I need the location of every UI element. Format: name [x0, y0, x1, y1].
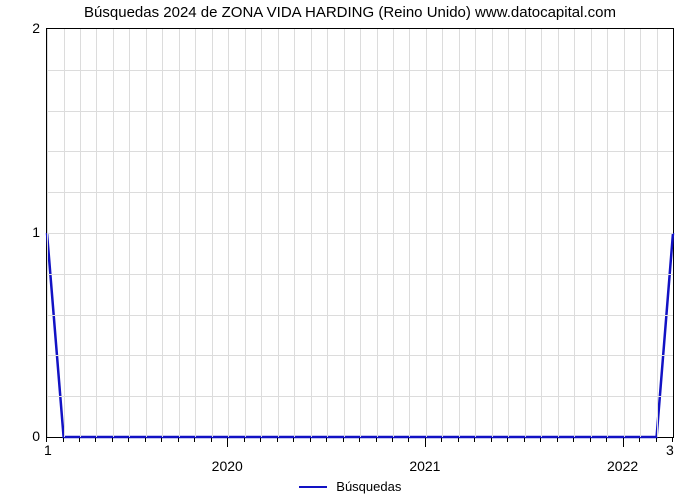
gridline-v: [327, 29, 328, 437]
gridline-v: [294, 29, 295, 437]
gridline-v: [442, 29, 443, 437]
x-minor-tick: [343, 438, 344, 442]
legend: Búsquedas: [0, 478, 700, 494]
x-tick-label: 2020: [212, 458, 243, 474]
gridline-v: [228, 29, 229, 437]
gridline-v: [607, 29, 608, 437]
x-minor-tick: [590, 438, 591, 442]
x-minor-tick: [408, 438, 409, 442]
x-major-tick: [425, 438, 426, 447]
gridline-v: [113, 29, 114, 437]
y-tick-label: 0: [4, 428, 40, 444]
x-end-label: 3: [666, 442, 674, 458]
gridline-v: [47, 29, 48, 437]
gridline-v: [212, 29, 213, 437]
gridline-v: [344, 29, 345, 437]
x-minor-tick: [573, 438, 574, 442]
gridline-v: [162, 29, 163, 437]
gridline-v: [574, 29, 575, 437]
gridline-v: [179, 29, 180, 437]
x-minor-tick: [211, 438, 212, 442]
x-minor-tick: [540, 438, 541, 442]
x-tick-label: 2021: [409, 458, 440, 474]
x-minor-tick: [458, 438, 459, 442]
x-minor-tick: [491, 438, 492, 442]
gridline-v: [409, 29, 410, 437]
gridline-v: [492, 29, 493, 437]
gridline-v: [624, 29, 625, 437]
gridline-v: [640, 29, 641, 437]
x-minor-tick: [326, 438, 327, 442]
gridline-v: [80, 29, 81, 437]
gridline-v: [245, 29, 246, 437]
plot-area: [46, 28, 674, 438]
chart-title: Búsquedas 2024 de ZONA VIDA HARDING (Rei…: [0, 4, 700, 21]
x-minor-tick: [606, 438, 607, 442]
gridline-v: [426, 29, 427, 437]
gridline-v: [657, 29, 658, 437]
x-minor-tick: [392, 438, 393, 442]
gridline-v: [591, 29, 592, 437]
x-minor-tick: [277, 438, 278, 442]
x-minor-tick: [441, 438, 442, 442]
x-minor-tick: [524, 438, 525, 442]
x-minor-tick: [112, 438, 113, 442]
gridline-v: [146, 29, 147, 437]
x-minor-tick: [145, 438, 146, 442]
x-minor-tick: [672, 438, 673, 442]
line-chart: Búsquedas 2024 de ZONA VIDA HARDING (Rei…: [0, 0, 700, 500]
gridline-v: [129, 29, 130, 437]
x-minor-tick: [293, 438, 294, 442]
x-minor-tick: [656, 438, 657, 442]
gridline-v: [459, 29, 460, 437]
x-major-tick: [623, 438, 624, 447]
y-tick-label: 2: [4, 20, 40, 36]
x-minor-tick: [557, 438, 558, 442]
x-minor-tick: [310, 438, 311, 442]
x-minor-tick: [639, 438, 640, 442]
gridline-v: [261, 29, 262, 437]
x-major-tick: [227, 438, 228, 447]
gridline-v: [393, 29, 394, 437]
gridline-v: [541, 29, 542, 437]
x-minor-tick: [194, 438, 195, 442]
x-minor-tick: [244, 438, 245, 442]
gridline-v: [377, 29, 378, 437]
gridline-v: [508, 29, 509, 437]
gridline-v: [558, 29, 559, 437]
gridline-v: [278, 29, 279, 437]
x-minor-tick: [95, 438, 96, 442]
gridline-v: [195, 29, 196, 437]
x-minor-tick: [46, 438, 47, 442]
x-minor-tick: [359, 438, 360, 442]
x-minor-tick: [79, 438, 80, 442]
gridline-v: [475, 29, 476, 437]
x-minor-tick: [178, 438, 179, 442]
x-tick-label: 2022: [607, 458, 638, 474]
x-minor-tick: [260, 438, 261, 442]
gridline-v: [64, 29, 65, 437]
gridline-v: [360, 29, 361, 437]
x-minor-tick: [376, 438, 377, 442]
gridline-v: [96, 29, 97, 437]
gridline-v: [311, 29, 312, 437]
x-start-label: 1: [44, 442, 52, 458]
y-tick-label: 1: [4, 224, 40, 240]
legend-label: Búsquedas: [336, 479, 401, 494]
x-minor-tick: [161, 438, 162, 442]
x-minor-tick: [63, 438, 64, 442]
legend-swatch: [299, 486, 327, 488]
gridline-v: [525, 29, 526, 437]
x-minor-tick: [507, 438, 508, 442]
x-minor-tick: [128, 438, 129, 442]
x-minor-tick: [474, 438, 475, 442]
